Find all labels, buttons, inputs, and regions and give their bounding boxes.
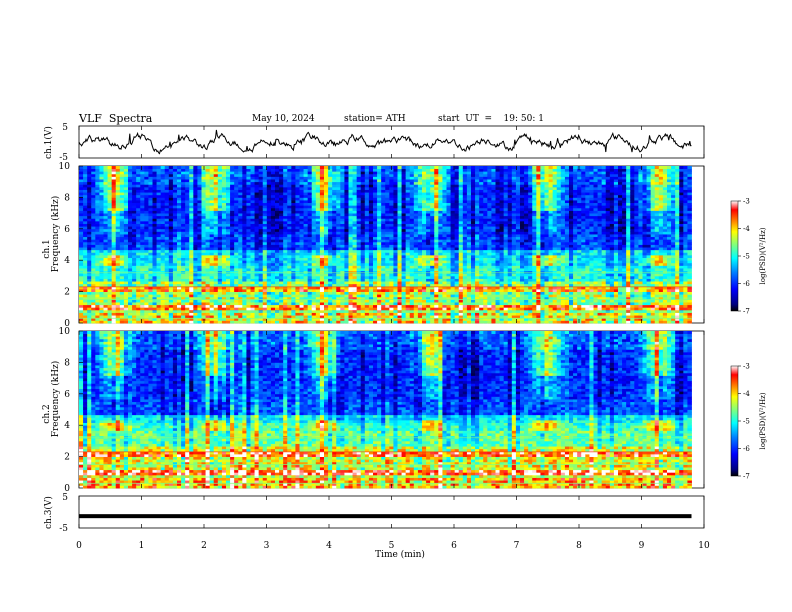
spectrogram-ch1 [79,166,692,324]
x-axis-ticks: 0 1 2 3 4 5 6 7 8 9 10 [76,126,710,551]
colorbar-tick--3: -3 [743,198,750,206]
colorbar-tick--5: -5 [743,253,750,261]
x-tick-label-5: 5 [389,541,395,551]
ch3-waveform-ylabel: ch.3(V) [43,496,54,529]
station-label: station= ATH [344,114,406,124]
panel-ch1-waveform [78,125,705,159]
ch1-ytick-bottom: -5 [59,153,68,163]
spectrogram-ch2-ytick-10: 10 [59,327,71,337]
colorbar-ch2: -3 -4 -5 -6 -7 log(PSD)(V²/Hz) [730,363,767,481]
colorbar-ch1-label: log(PSD)(V²/Hz) [759,227,767,284]
spectrogram-ch1-ylabel-channel: ch.1 [42,239,52,258]
spectrogram-ch1-yticks: 0 2 4 6 8 10 [59,162,83,329]
colorbar-ch1: -3 -4 -5 -6 -7 log(PSD)(V²/Hz) [730,198,767,316]
spectrogram-ch1-ytick-8: 8 [64,193,70,203]
waveform-ch3-line [79,514,692,519]
colorbar-tick--7: -7 [743,473,750,481]
panel-ch3-waveform [78,495,705,529]
colorbar-tick--5: -5 [743,418,750,426]
colorbar-tick--6: -6 [743,280,750,288]
ch1-waveform-ylabel: ch.1(V) [43,126,54,159]
spectrogram-ch2-ytick-6: 6 [64,390,70,400]
spectrogram-ch2-yticks: 0 2 4 6 8 10 [59,327,83,494]
x-tick-label-4: 4 [326,541,332,551]
x-tick-label-2: 2 [201,541,207,551]
spectrogram-ch2-ytick-0: 0 [64,484,70,494]
x-tick-label-1: 1 [139,541,145,551]
ch3-ytick-top: 5 [62,493,68,503]
x-tick-label-6: 6 [451,541,457,551]
spectrogram-ch1-ylabel-frequency: Frequency (kHz) [50,196,61,273]
x-tick-label-9: 9 [639,541,645,551]
spectrogram-ch1-ytick-4: 4 [64,256,70,266]
x-axis-label: Time (min) [375,549,425,560]
spectrogram-ch1-ytick-0: 0 [64,319,70,329]
x-tick-label-10: 10 [698,541,710,551]
x-tick-label-0: 0 [76,541,82,551]
colorbar-ch2-label: log(PSD)(V²/Hz) [759,392,767,449]
spectrogram-ch2-ytick-8: 8 [64,358,70,368]
colorbar-tick--6: -6 [743,445,750,453]
colorbar-tick--7: -7 [743,308,750,316]
colorbar-tick--4: -4 [743,225,750,233]
x-tick-label-3: 3 [264,541,270,551]
x-tick-label-7: 7 [514,541,520,551]
colorbar-tick--3: -3 [743,363,750,371]
spectrogram-ch1-ytick-6: 6 [64,225,70,235]
spectrogram-ch2-ytick-2: 2 [64,453,70,463]
ch1-ytick-top: 5 [62,123,68,133]
date-label: May 10, 2024 [252,114,315,124]
spectrogram-ch2 [79,331,692,489]
ch3-ytick-bottom: -5 [59,524,68,534]
spectrogram-ch2-ylabel-frequency: Frequency (kHz) [50,361,61,438]
start-time-label: start UT = 19: 50: 1 [438,114,544,124]
colorbar-tick--4: -4 [743,390,750,398]
spectrogram-ch1-ytick-10: 10 [59,162,71,172]
x-tick-label-8: 8 [576,541,582,551]
spectrogram-ch2-ylabel-channel: ch.2 [42,404,52,423]
spectrogram-ch1-ytick-2: 2 [64,288,70,298]
chart-title: VLF Spectra [79,112,153,125]
spectrogram-ch2-ytick-4: 4 [64,421,70,431]
waveform-ch1-line [78,129,692,155]
